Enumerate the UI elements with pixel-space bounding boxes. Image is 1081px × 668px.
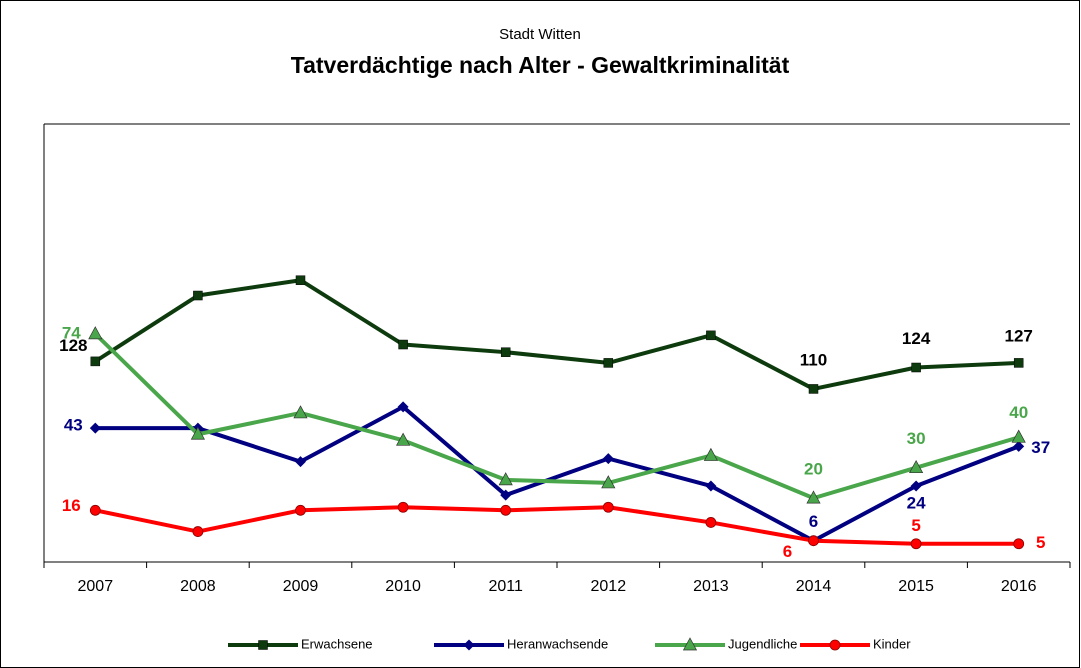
series-line <box>93 332 1020 501</box>
series-line <box>94 505 1019 546</box>
x-tick-label: 2011 <box>488 578 523 595</box>
marker <box>190 426 205 440</box>
data-label: 74 <box>62 323 81 342</box>
marker <box>1013 358 1024 368</box>
x-tick-label: 2007 <box>78 578 114 595</box>
legend-marker <box>682 637 698 651</box>
marker <box>295 504 306 516</box>
x-tick-label: 2008 <box>180 578 216 595</box>
data-label: 5 <box>911 516 920 535</box>
marker <box>1011 429 1026 443</box>
legend-label: Erwachsene <box>301 636 373 651</box>
legend-label: Jugendliche <box>728 636 797 651</box>
marker <box>1013 538 1025 550</box>
marker <box>808 535 819 547</box>
data-label: 124 <box>902 329 931 348</box>
x-tick-label: 2016 <box>1001 578 1037 595</box>
data-label: 37 <box>1031 438 1050 457</box>
marker <box>192 526 204 537</box>
data-label: 6 <box>809 512 818 531</box>
chart-title: Tatverdächtige nach Alter - Gewaltkrimin… <box>291 52 790 78</box>
marker <box>293 405 308 419</box>
marker <box>398 339 408 350</box>
chart-subtitle: Stadt Witten <box>499 26 581 43</box>
marker <box>90 356 101 367</box>
legend-marker <box>829 639 841 651</box>
marker <box>295 456 306 468</box>
marker <box>806 490 821 504</box>
marker <box>706 330 716 341</box>
marker <box>1013 440 1025 452</box>
data-label: 6 <box>783 542 792 561</box>
data-label: 30 <box>907 429 926 448</box>
marker <box>397 501 409 513</box>
marker <box>602 501 614 513</box>
marker <box>808 384 819 394</box>
marker <box>603 358 614 368</box>
x-tick-label: 2012 <box>591 578 627 595</box>
marker <box>601 475 616 489</box>
x-tick-label: 2009 <box>283 578 319 595</box>
data-label: 43 <box>64 416 83 435</box>
marker <box>193 290 203 301</box>
data-label: 127 <box>1005 326 1033 345</box>
marker <box>705 517 717 528</box>
x-tick-label: 2015 <box>898 578 934 595</box>
marker <box>910 538 922 550</box>
marker <box>705 480 717 492</box>
data-label: 24 <box>907 493 926 512</box>
x-tick-label: 2014 <box>796 578 832 595</box>
marker <box>703 447 718 461</box>
series-line <box>94 278 1019 391</box>
data-label: 110 <box>800 350 827 369</box>
data-label: 20 <box>804 460 823 479</box>
data-label: 40 <box>1009 403 1028 422</box>
marker <box>500 347 511 357</box>
x-tick-label: 2010 <box>385 578 421 595</box>
legend-marker <box>258 640 268 650</box>
marker <box>910 480 922 492</box>
legend-label: Heranwachsende <box>507 636 608 651</box>
data-label: 16 <box>62 496 81 515</box>
marker <box>500 504 512 516</box>
legend-marker <box>463 639 475 651</box>
marker <box>909 459 924 474</box>
marker <box>295 275 306 285</box>
data-label: 5 <box>1036 533 1045 552</box>
x-tick-label: 2013 <box>693 578 729 595</box>
marker <box>89 504 101 516</box>
legend-label: Kinder <box>873 636 911 651</box>
marker <box>396 432 411 446</box>
marker <box>397 401 409 413</box>
marker <box>88 326 103 340</box>
marker <box>89 422 101 434</box>
marker <box>500 489 512 501</box>
marker <box>911 362 921 373</box>
marker <box>602 453 614 465</box>
marker <box>498 472 513 486</box>
series-line <box>95 404 1020 543</box>
data-label: 128 <box>59 336 87 355</box>
